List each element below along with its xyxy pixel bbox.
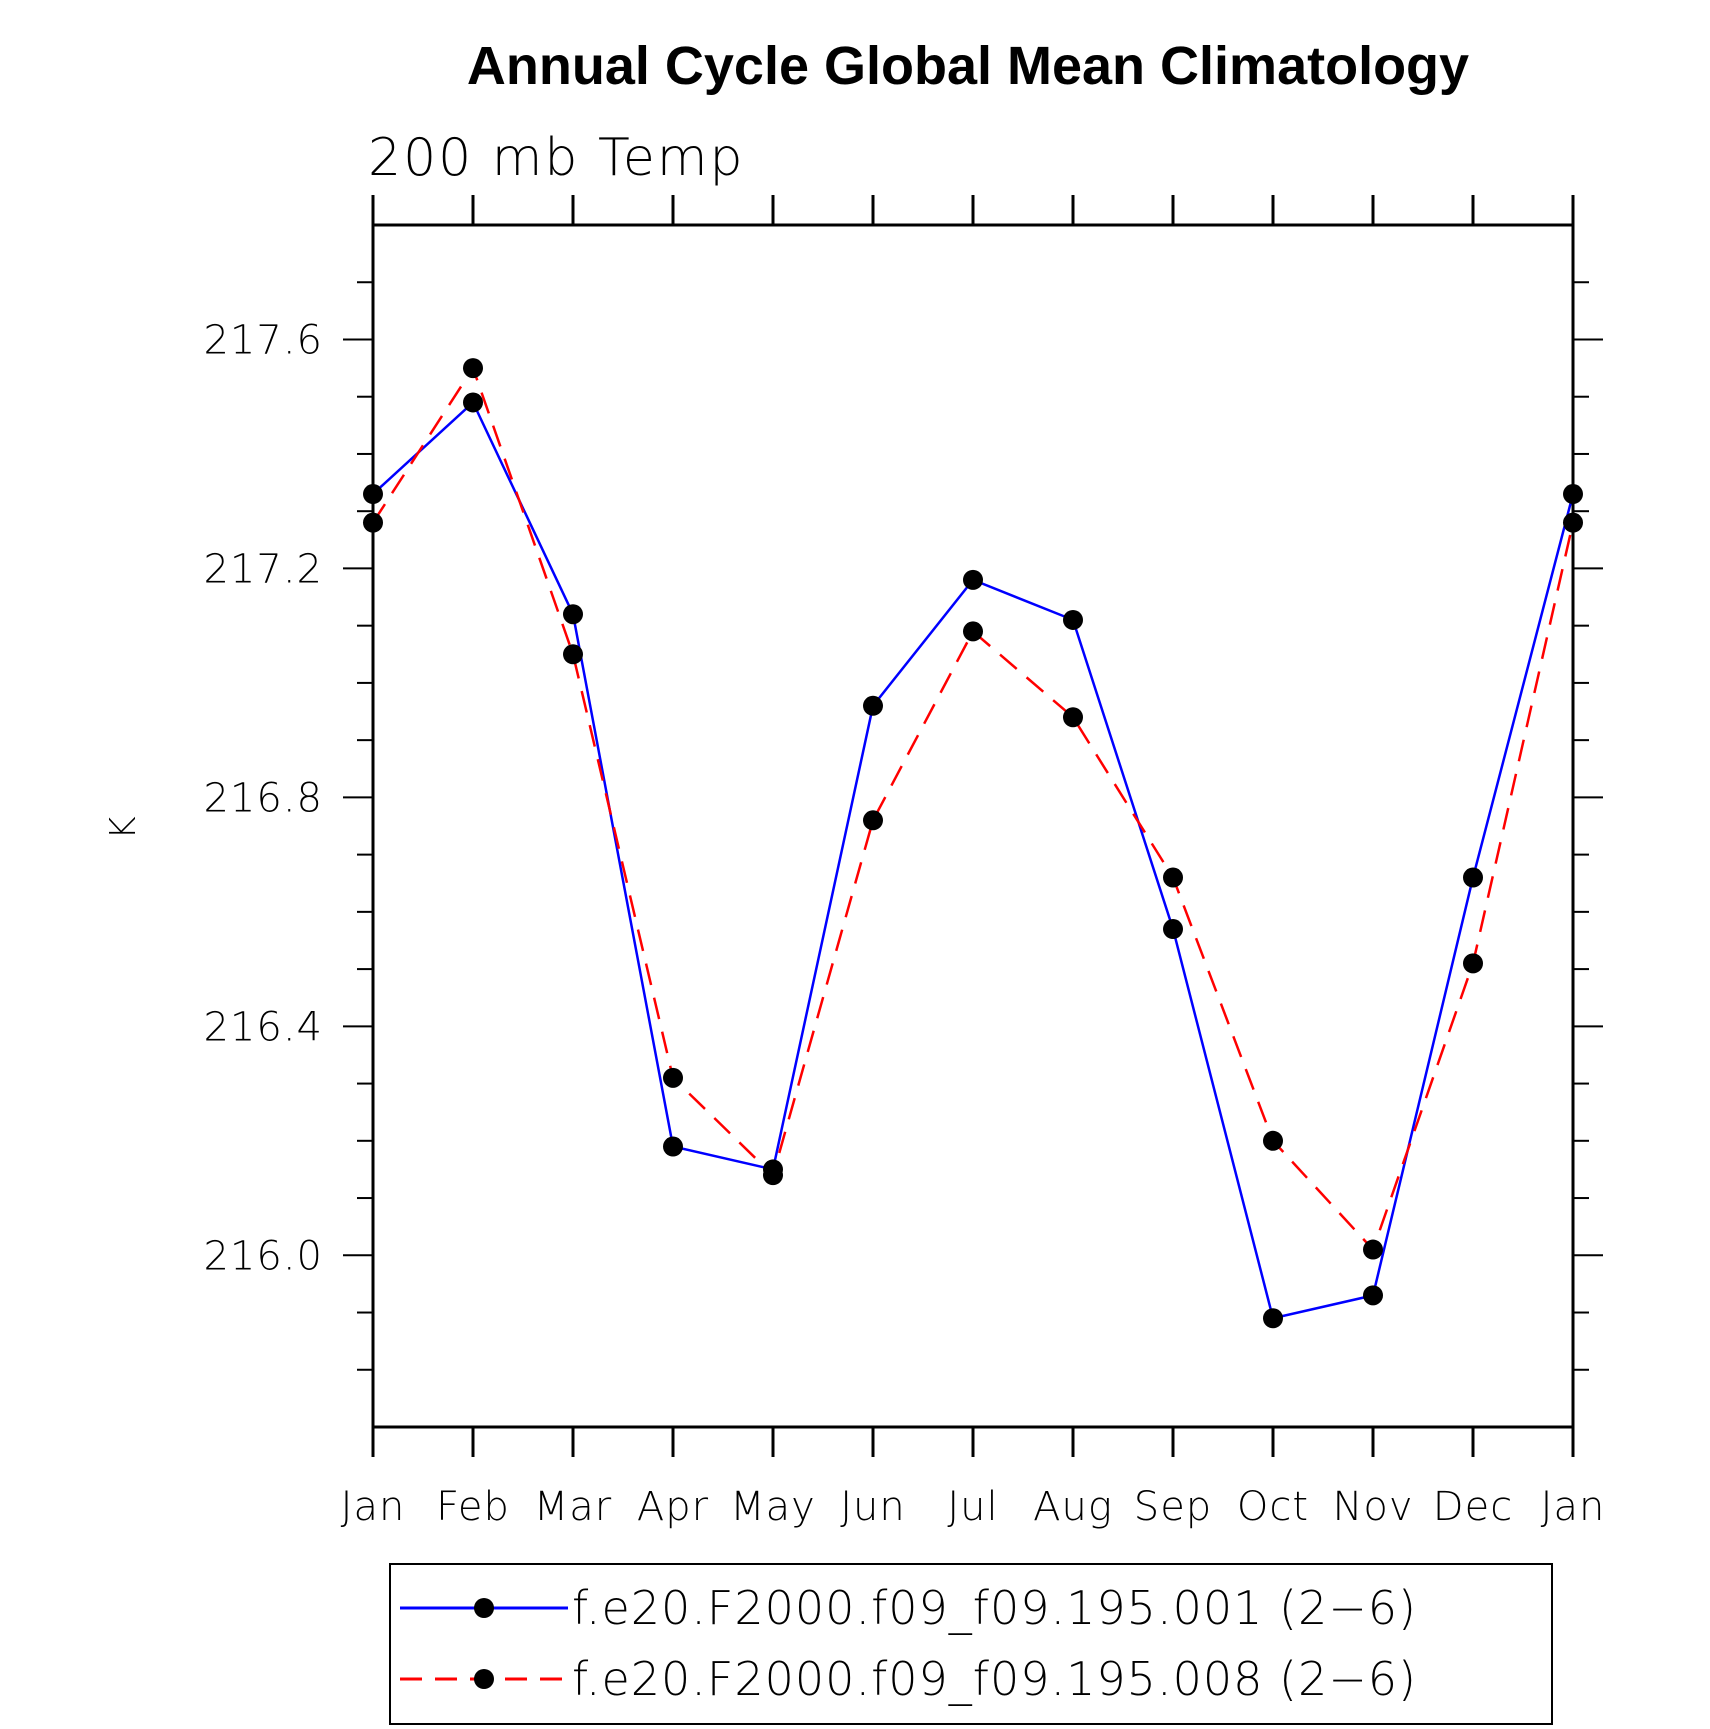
- x-tick-label: Jul: [947, 1484, 998, 1530]
- data-point-series-2: [463, 358, 483, 379]
- legend-marker-series-1: [474, 1598, 494, 1618]
- chart-subtitle: 200 mb Temp: [368, 128, 745, 188]
- x-tick-label: Oct: [1237, 1484, 1309, 1530]
- data-point-series-2: [863, 810, 883, 831]
- data-point-series-2: [363, 512, 383, 533]
- data-point-series-1: [863, 695, 883, 716]
- data-point-series-2: [1363, 1239, 1383, 1260]
- data-point-series-2: [1163, 867, 1183, 888]
- axes: [371, 223, 1575, 1429]
- data-point-series-1: [1563, 484, 1583, 505]
- x-tick-label: Jan: [1541, 1484, 1606, 1530]
- data-point-series-2: [563, 644, 583, 665]
- series-line-1: [372, 400, 1575, 1320]
- data-point-series-1: [363, 484, 383, 505]
- data-point-series-1: [1063, 609, 1083, 630]
- data-point-series-1: [963, 569, 983, 590]
- chart-title: Annual Cycle Global Mean Climatology: [467, 36, 1469, 96]
- y-tick-label: 216.8: [203, 775, 323, 821]
- x-tick-label: Feb: [436, 1484, 510, 1530]
- x-tick-label: Sep: [1134, 1484, 1212, 1530]
- x-tick-label: Aug: [1033, 1484, 1113, 1530]
- y-tick-label: 217.6: [203, 317, 323, 363]
- series-layer: [363, 358, 1583, 1329]
- data-point-series-2: [963, 621, 983, 642]
- data-point-series-2: [663, 1067, 683, 1088]
- x-tick-label: Jan: [341, 1484, 406, 1530]
- data-point-series-2: [1263, 1130, 1283, 1151]
- x-tick-label: Mar: [534, 1484, 612, 1530]
- plot-frame: [371, 223, 1575, 1429]
- legend-marker-series-2: [474, 1669, 494, 1689]
- x-tick-label: Apr: [637, 1484, 709, 1530]
- y-tick-label: 217.2: [203, 546, 323, 592]
- data-point-series-2: [1463, 953, 1483, 974]
- legend-label-series-1: f.e20.F2000.f09_f09.195.001 (2−6): [572, 1581, 1417, 1635]
- data-point-series-1: [463, 392, 483, 413]
- data-point-series-1: [1263, 1308, 1283, 1329]
- data-point-series-1: [1163, 919, 1183, 940]
- x-axis-ticks: Jan Feb Mar Apr May Jun Jul Aug Sep Oct Nov Dec Jan: [341, 195, 1606, 1530]
- legend: f.e20.F2000.f09_f09.195.001 (2−6) f.e20.…: [389, 1563, 1553, 1725]
- data-point-series-1: [663, 1136, 683, 1157]
- y-tick-label: 216.0: [203, 1233, 323, 1279]
- data-point-series-2: [1563, 512, 1583, 533]
- data-point-series-2: [763, 1165, 783, 1186]
- x-tick-label: Nov: [1332, 1484, 1413, 1530]
- y-tick-label: 216.4: [203, 1004, 323, 1050]
- data-point-series-1: [1463, 867, 1483, 888]
- data-point-series-1: [563, 604, 583, 625]
- legend-label-series-2: f.e20.F2000.f09_f09.195.008 (2−6): [572, 1652, 1417, 1706]
- data-point-series-2: [1063, 707, 1083, 728]
- x-tick-label: Dec: [1433, 1484, 1513, 1530]
- y-axis-ticks: 216.0 216.4 216.8 217.2 217.6: [203, 281, 1603, 1371]
- x-tick-label: May: [730, 1484, 816, 1530]
- y-axis-label: K: [103, 816, 144, 840]
- series-line-2: [371, 365, 1575, 1252]
- legend-box: [389, 1563, 1553, 1725]
- data-point-series-1: [1363, 1285, 1383, 1306]
- x-tick-label: Jun: [840, 1484, 906, 1530]
